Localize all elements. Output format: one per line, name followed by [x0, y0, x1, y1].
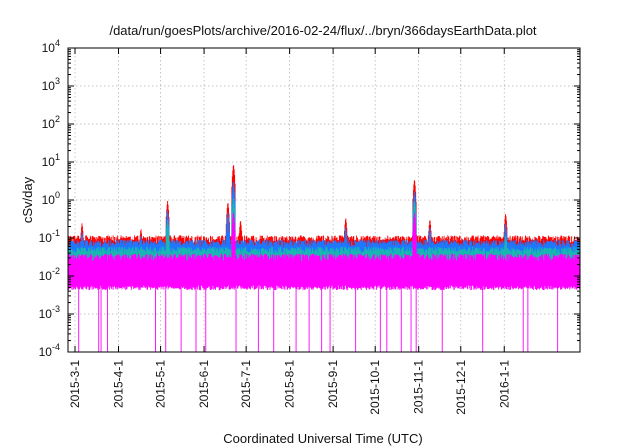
x-tick-label: 2015-8-1 [283, 360, 297, 408]
x-tick-label: 2015-10-1 [368, 360, 382, 415]
y-tick-label: 10-2 [39, 266, 60, 283]
y-tick-label: 10-1 [39, 228, 60, 245]
x-tick-label: 2016-1-1 [497, 360, 511, 408]
series-path [67, 212, 581, 352]
axis-ticks: 10-4 10-3 10-2 10-1 100 101 102 103 104 2015-3-1 2… [39, 38, 580, 415]
chart-title: /data/run/goesPlots/archive/2016-02-24/f… [109, 23, 536, 38]
x-tick-label: 2015-9-1 [326, 360, 340, 408]
y-tick-label: 104 [42, 38, 60, 55]
x-tick-label: 2015-7-1 [239, 360, 253, 408]
x-tick-label: 2015-6-1 [197, 360, 211, 408]
y-tick-label: 102 [42, 114, 60, 131]
series-path [67, 198, 581, 263]
x-tick-label: 2015-5-1 [154, 360, 168, 408]
y-tick-label: 10-4 [39, 342, 60, 359]
y-tick-label: 100 [42, 190, 60, 207]
grid-lines [68, 48, 580, 352]
y-tick-label: 103 [42, 76, 60, 93]
x-axis-label: Coordinated Universal Time (UTC) [223, 431, 422, 446]
y-axis-label: cSv/day [20, 176, 35, 223]
data-series [67, 165, 581, 352]
x-tick-label: 2015-3-1 [68, 360, 82, 408]
x-tick-label: 2015-12-1 [454, 360, 468, 415]
x-tick-label: 2015-4-1 [111, 360, 125, 408]
x-tick-label: 2015-11-1 [412, 360, 426, 414]
y-tick-label: 101 [42, 152, 60, 169]
y-tick-label: 10-3 [39, 304, 60, 321]
